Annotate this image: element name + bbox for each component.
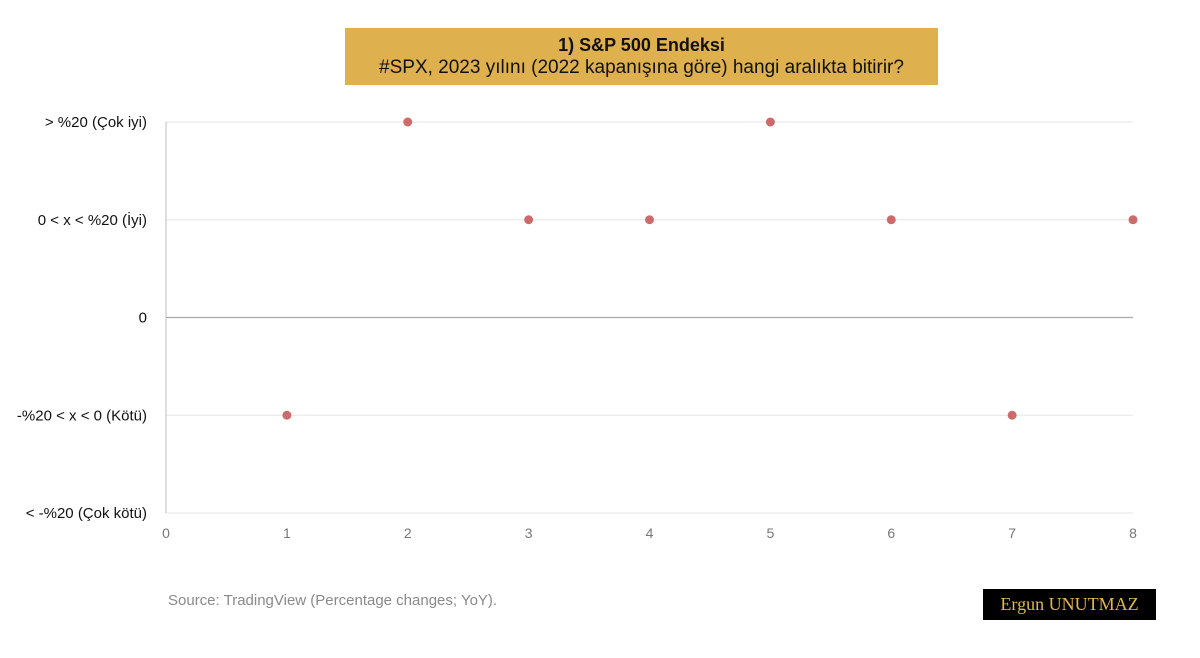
x-tick-label: 0 (162, 525, 170, 541)
x-tick-label: 4 (646, 525, 654, 541)
y-tick-label: 0 (139, 310, 147, 327)
data-point (645, 215, 654, 225)
y-tick-label: -%20 < x < 0 (Kötü) (17, 407, 147, 424)
data-point (1128, 215, 1138, 225)
chart-title-box: 1) S&P 500 Endeksi #SPX, 2023 yılını (20… (345, 28, 938, 85)
x-tick-label: 8 (1129, 525, 1137, 541)
y-tick-label: < -%20 (Çok kötü) (26, 505, 147, 522)
chart-title: 1) S&P 500 Endeksi (558, 35, 725, 55)
x-tick-labels: 0 1 2 3 4 5 6 7 8 (162, 525, 1137, 541)
y-tick-label: > %20 (Çok iyi) (45, 114, 147, 131)
source-note: Source: TradingView (Percentage changes;… (168, 592, 498, 609)
data-point (403, 117, 413, 127)
x-tick-label: 7 (1008, 525, 1016, 541)
grid-lines (166, 121, 1133, 514)
x-tick-label: 6 (887, 525, 895, 541)
author-signature: Ergun UNUTMAZ (983, 589, 1156, 620)
data-point (524, 215, 534, 225)
data-point (886, 215, 896, 225)
x-tick-label: 3 (525, 525, 533, 541)
chart-subtitle: #SPX, 2023 yılını (2022 kapanışına göre)… (379, 57, 904, 78)
x-tick-label: 2 (404, 525, 412, 541)
data-point (765, 117, 775, 127)
data-point (282, 410, 292, 420)
x-tick-label: 5 (766, 525, 774, 541)
data-points (282, 117, 1138, 420)
y-tick-labels: > %20 (Çok iyi) 0 < x < %20 (İyi) 0 -%20 < … (17, 114, 147, 522)
x-tick-label: 1 (283, 525, 291, 541)
data-point (1007, 410, 1017, 420)
y-tick-label: 0 < x < %20 (İyi) (38, 211, 147, 229)
